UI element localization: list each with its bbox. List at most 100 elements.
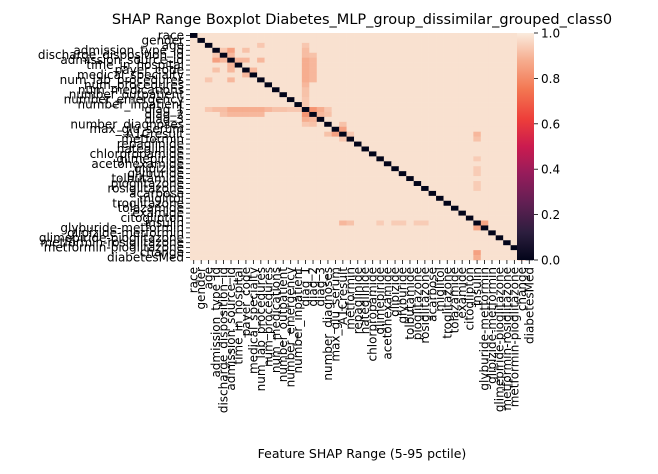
heatmap-cell bbox=[503, 205, 511, 211]
heatmap-cell bbox=[234, 215, 243, 221]
heatmap-cell bbox=[361, 57, 370, 63]
heatmap-cell bbox=[421, 220, 429, 226]
heatmap-cell bbox=[309, 121, 318, 128]
heatmap-cell bbox=[465, 116, 474, 123]
heatmap-cell bbox=[346, 195, 355, 202]
heatmap-cell bbox=[309, 250, 318, 256]
heatmap-cell bbox=[436, 107, 444, 113]
heatmap-cell bbox=[249, 176, 258, 182]
heatmap-cell bbox=[391, 67, 400, 73]
heatmap-cell bbox=[309, 181, 318, 187]
heatmap-cell bbox=[212, 200, 221, 207]
heatmap-cell bbox=[503, 185, 511, 192]
heatmap-cell bbox=[212, 195, 221, 202]
heatmap-cell bbox=[354, 240, 362, 246]
heatmap-cell bbox=[257, 47, 265, 54]
heatmap-cell bbox=[234, 77, 243, 83]
heatmap-cell bbox=[346, 33, 355, 39]
heatmap-cell bbox=[473, 210, 482, 216]
heatmap-cell bbox=[339, 171, 347, 177]
heatmap-cell bbox=[309, 67, 318, 73]
heatmap-cell bbox=[234, 245, 243, 251]
heatmap-cell bbox=[309, 82, 318, 88]
heatmap-cell bbox=[346, 250, 355, 256]
heatmap-cell bbox=[458, 92, 467, 98]
heatmap-cell bbox=[212, 166, 221, 172]
heatmap-cell bbox=[242, 107, 250, 113]
heatmap-cell bbox=[309, 185, 318, 192]
heatmap-cell bbox=[339, 176, 347, 182]
heatmap-cell bbox=[458, 185, 467, 192]
heatmap-cell bbox=[242, 42, 250, 49]
heatmap-cell bbox=[234, 57, 243, 63]
heatmap-cell bbox=[294, 171, 303, 177]
heatmap-cell bbox=[249, 33, 258, 39]
heatmap-cell bbox=[354, 47, 362, 54]
heatmap-cell bbox=[428, 220, 437, 226]
heatmap-cell bbox=[227, 102, 236, 108]
heatmap-cell bbox=[309, 210, 318, 216]
heatmap-cell bbox=[510, 126, 519, 132]
heatmap-cell bbox=[197, 156, 206, 162]
heatmap-cell bbox=[443, 136, 452, 142]
heatmap-cell bbox=[324, 116, 332, 123]
heatmap-cell bbox=[436, 235, 444, 241]
heatmap-cell bbox=[234, 131, 243, 137]
heatmap-cell bbox=[458, 200, 467, 207]
heatmap-cell bbox=[227, 97, 236, 103]
heatmap-cell bbox=[398, 245, 407, 251]
colorbar-tick-label: 0.6 bbox=[541, 117, 560, 131]
heatmap-cell bbox=[279, 230, 288, 236]
heatmap-cell bbox=[316, 190, 325, 197]
heatmap-cell bbox=[383, 245, 392, 251]
heatmap-cell bbox=[346, 235, 355, 241]
heatmap-cell bbox=[301, 82, 310, 88]
heatmap-cell bbox=[428, 107, 437, 113]
heatmap-cell bbox=[204, 255, 213, 261]
heatmap-cell bbox=[242, 97, 250, 103]
heatmap-cell bbox=[368, 240, 377, 246]
heatmap-cell bbox=[272, 205, 280, 211]
heatmap-cell bbox=[398, 107, 407, 113]
heatmap-cell bbox=[242, 225, 250, 231]
heatmap-cell bbox=[309, 215, 318, 221]
heatmap-cell bbox=[331, 52, 340, 58]
heatmap-cell bbox=[249, 195, 258, 202]
heatmap-cell bbox=[190, 47, 198, 54]
heatmap-cell bbox=[212, 220, 221, 226]
heatmap-cell bbox=[197, 161, 206, 167]
heatmap-cell bbox=[421, 116, 429, 123]
heatmap-cell bbox=[286, 225, 295, 231]
heatmap-cell bbox=[391, 225, 400, 231]
heatmap-cell bbox=[458, 195, 467, 202]
heatmap-cell bbox=[383, 92, 392, 98]
heatmap-cell bbox=[391, 210, 400, 216]
heatmap-cell bbox=[413, 82, 422, 88]
heatmap-cell bbox=[361, 230, 370, 236]
heatmap-cell bbox=[436, 210, 444, 216]
heatmap-cell bbox=[301, 151, 310, 157]
heatmap-cell bbox=[368, 220, 377, 226]
heatmap-cell bbox=[219, 136, 228, 142]
heatmap-cell bbox=[450, 77, 459, 83]
heatmap-cell bbox=[257, 141, 265, 147]
heatmap-cell bbox=[294, 47, 303, 54]
heatmap-cell bbox=[249, 200, 258, 207]
heatmap-cell bbox=[294, 37, 303, 44]
heatmap-cell bbox=[324, 141, 332, 147]
heatmap-cell bbox=[190, 146, 198, 152]
heatmap-cell bbox=[331, 146, 340, 152]
heatmap-cell bbox=[279, 126, 288, 132]
heatmap-cell bbox=[286, 92, 295, 98]
heatmap-cell bbox=[503, 62, 511, 68]
heatmap-cell bbox=[398, 156, 407, 162]
heatmap-cell bbox=[324, 240, 332, 246]
heatmap-cell bbox=[428, 151, 437, 157]
heatmap-cell bbox=[391, 47, 400, 54]
heatmap-cell bbox=[324, 185, 332, 192]
heatmap-cell bbox=[421, 77, 429, 83]
heatmap-cell bbox=[197, 87, 206, 93]
heatmap-cell bbox=[421, 82, 429, 88]
heatmap-cell bbox=[197, 240, 206, 246]
heatmap-cell bbox=[503, 37, 511, 44]
